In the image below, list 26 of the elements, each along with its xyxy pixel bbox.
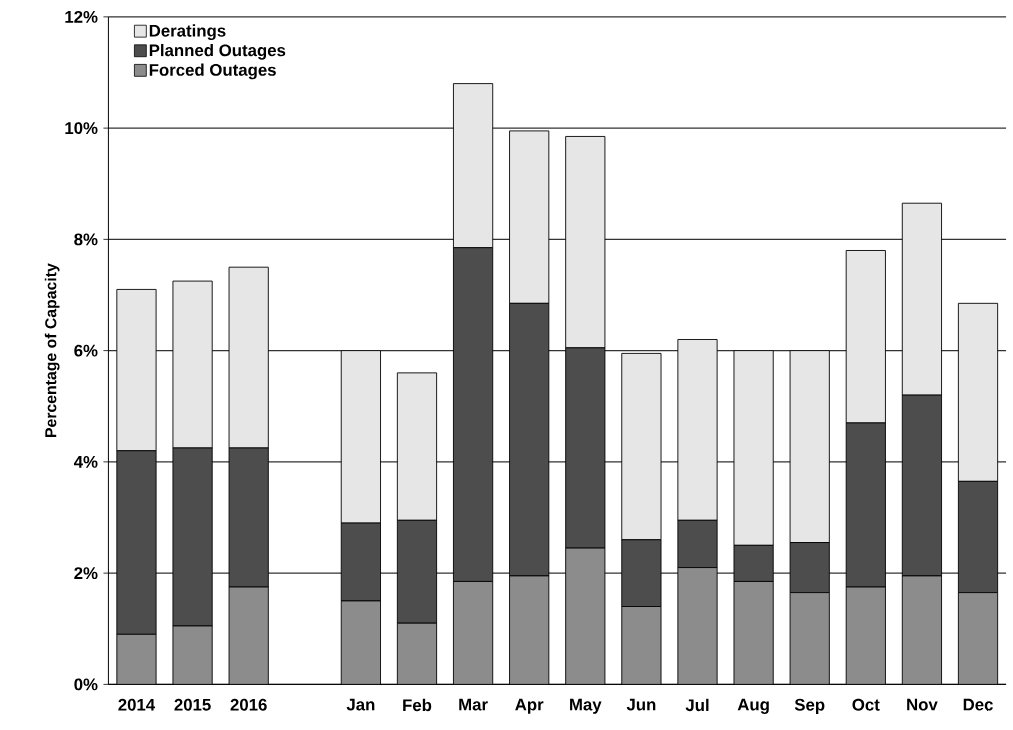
x-tick-label: Sep <box>794 698 825 715</box>
x-tick-label: 2014 <box>118 698 156 711</box>
y-tick-label: 0% <box>74 678 98 691</box>
x-tick-label: Nov <box>907 698 938 711</box>
y-tick-label: 12% <box>65 10 98 23</box>
x-tick-label: Aug <box>737 698 769 714</box>
x-tick-label: Dec <box>963 698 993 711</box>
y-axis-title: Percentage of Capacity <box>44 263 60 437</box>
x-tick-label: Jul <box>685 698 709 712</box>
y-tick-label: 2% <box>74 567 98 580</box>
y-tick-label: 6% <box>74 344 98 357</box>
y-tick-label: 8% <box>74 233 98 246</box>
x-tick-label: May <box>570 698 602 714</box>
x-tick-label: Oct <box>852 698 880 711</box>
legend-label: Forced Outages <box>149 63 276 80</box>
x-tick-label: Apr <box>515 698 544 714</box>
x-tick-label: Feb <box>403 698 432 712</box>
y-tick-label: 4% <box>73 455 98 468</box>
y-tick-label: 10% <box>65 122 98 135</box>
x-tick-label: Mar <box>459 698 488 711</box>
x-tick-label: Jun <box>626 698 656 711</box>
x-tick-label: 2016 <box>230 698 267 711</box>
x-tick-label: Jan <box>346 698 375 711</box>
x-tick-label: 2015 <box>174 698 211 711</box>
legend-label: Deratings <box>149 24 226 41</box>
legend-label: Planned Outages <box>149 43 286 60</box>
